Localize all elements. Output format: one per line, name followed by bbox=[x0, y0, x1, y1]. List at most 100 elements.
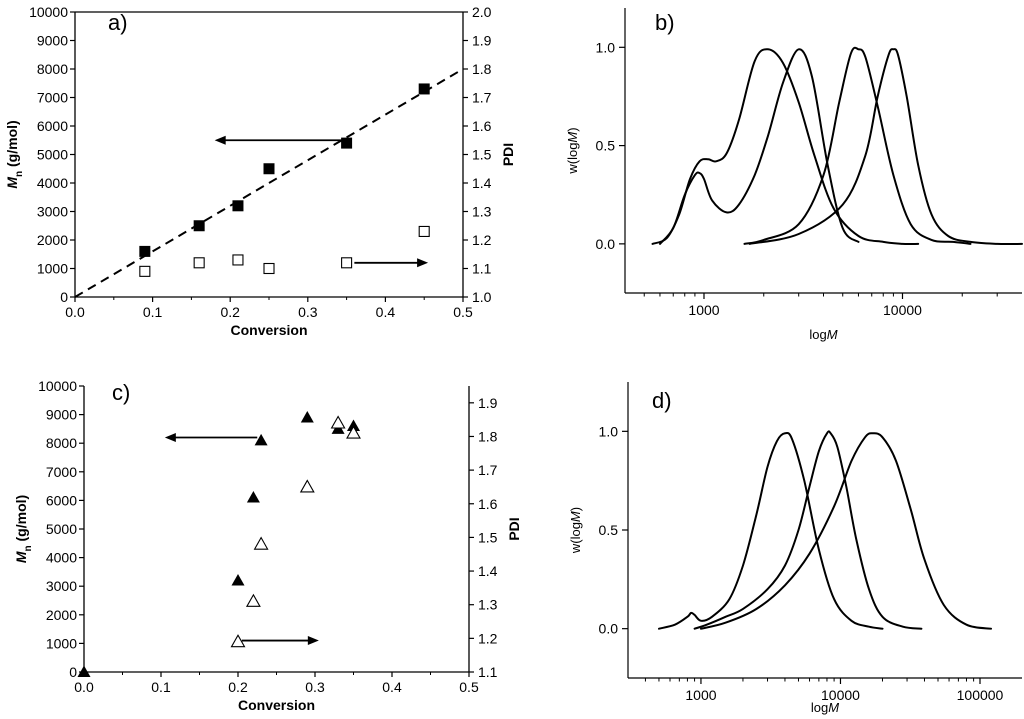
distribution-curve-3 bbox=[743, 46, 972, 245]
panel-label: b) bbox=[655, 10, 675, 35]
panel-b: 1000 10000 0.0 0.5 1.0 logM w(logM) b) bbox=[565, 8, 1023, 342]
y-left-tick-label: 4000 bbox=[46, 550, 77, 566]
data-point-filled-square bbox=[139, 245, 151, 257]
panel-label: c) bbox=[112, 380, 130, 405]
y-right-tick-label: 1.2 bbox=[472, 232, 492, 248]
panel-a: 0.0 0.1 0.2 0.3 0.4 0.5 0 1000 2000 3000 4000 5000 6… bbox=[4, 4, 516, 338]
x-tick-label: 100000 bbox=[957, 687, 1004, 703]
x-tick-label: 0.4 bbox=[376, 304, 396, 320]
data-point-filled-triangle bbox=[231, 573, 245, 586]
y-left-tick-label: 6000 bbox=[37, 118, 68, 134]
data-point-open-triangle bbox=[299, 479, 315, 493]
y-right-tick-label: 1.5 bbox=[472, 147, 492, 163]
y-axis-title: w(logM) bbox=[568, 507, 583, 554]
x-tick-label: 1000 bbox=[685, 687, 716, 703]
x-tick-label: 0.5 bbox=[459, 679, 479, 695]
y-left-tick-label: 2000 bbox=[46, 607, 77, 623]
y-axis-right-title: PDI bbox=[506, 517, 522, 540]
data-point-filled-square bbox=[418, 83, 430, 95]
y-left-tick-label: 10000 bbox=[38, 378, 77, 394]
y-left-tick-label: 7000 bbox=[37, 90, 68, 106]
y-left-tick-label: 5000 bbox=[37, 147, 68, 163]
y-right-tick-label: 1.7 bbox=[472, 90, 492, 106]
y-tick-label: 0.0 bbox=[599, 621, 619, 637]
x-tick-label: 0.5 bbox=[453, 304, 473, 320]
distribution-curve-2 bbox=[693, 430, 923, 630]
y-left-tick-label: 9000 bbox=[46, 407, 77, 423]
y-left-tick-label: 7000 bbox=[46, 464, 77, 480]
x-tick-label: 0.3 bbox=[305, 679, 325, 695]
x-tick-label: 0.2 bbox=[228, 679, 248, 695]
x-tick-label: 0.3 bbox=[298, 304, 318, 320]
y-right-tick-label: 1.8 bbox=[472, 61, 492, 77]
y-right-tick-label: 1.4 bbox=[472, 175, 492, 191]
y-axis-right-title: PDI bbox=[500, 143, 516, 166]
linear-fit-line bbox=[74, 68, 464, 298]
axis-pointer-arrowhead bbox=[417, 258, 429, 268]
data-point-open-square bbox=[341, 257, 353, 269]
x-tick-label: 0.0 bbox=[65, 304, 85, 320]
x-axis-title: logM bbox=[809, 327, 837, 342]
x-axis-title: Conversion bbox=[230, 322, 307, 338]
data-point-open-triangle bbox=[230, 634, 246, 648]
axis-pointer-arrowhead bbox=[307, 636, 319, 646]
panel-label: a) bbox=[108, 10, 128, 35]
x-tick-label: 1000 bbox=[688, 302, 719, 318]
distribution-curve-1 bbox=[658, 431, 884, 630]
x-tick-label: 0.1 bbox=[151, 679, 171, 695]
y-left-tick-label: 5000 bbox=[46, 521, 77, 537]
data-point-filled-square bbox=[193, 220, 205, 232]
x-axis-title: Conversion bbox=[238, 697, 315, 713]
panel-d: 1000 10000 100000 0.0 0.5 1.0 logM w(logM) d) bbox=[568, 382, 1022, 715]
y-right-tick-label: 1.0 bbox=[472, 289, 492, 305]
axis-pointer-arrowhead bbox=[214, 135, 226, 145]
y-tick-label: 0.0 bbox=[596, 236, 616, 252]
y-left-tick-label: 3000 bbox=[46, 578, 77, 594]
y-left-tick-label: 1000 bbox=[46, 635, 77, 651]
data-point-filled-triangle bbox=[77, 665, 91, 677]
data-point-open-square bbox=[418, 225, 430, 237]
data-point-open-square bbox=[263, 262, 275, 275]
x-tick-label: 10000 bbox=[821, 687, 860, 703]
y-left-tick-label: 3000 bbox=[37, 204, 68, 220]
x-tick-label: 10000 bbox=[883, 302, 922, 318]
y-tick-label: 1.0 bbox=[599, 423, 619, 439]
y-right-tick-label: 1.3 bbox=[472, 204, 492, 220]
data-point-filled-triangle bbox=[246, 491, 260, 503]
y-tick-label: 0.5 bbox=[599, 522, 619, 538]
distribution-curve-1 bbox=[659, 48, 860, 245]
y-left-tick-label: 8000 bbox=[46, 435, 77, 451]
y-right-tick-label: 1.8 bbox=[478, 428, 498, 444]
y-left-tick-label: 4000 bbox=[37, 175, 68, 191]
data-point-filled-square bbox=[341, 137, 353, 149]
y-left-tick-label: 2000 bbox=[37, 232, 68, 248]
y-tick-label: 1.0 bbox=[596, 39, 616, 55]
data-point-filled-square bbox=[263, 163, 275, 175]
data-point-open-triangle bbox=[330, 415, 346, 429]
data-point-filled-triangle bbox=[347, 419, 360, 432]
y-left-tick-label: 8000 bbox=[37, 61, 68, 77]
y-right-tick-label: 1.4 bbox=[478, 563, 498, 579]
x-tick-label: 0.1 bbox=[143, 304, 163, 320]
panel-c: 0.0 0.1 0.2 0.3 0.4 0.5 0 1000 2000 3000 4000 5000 6… bbox=[13, 378, 522, 713]
y-right-tick-label: 1.9 bbox=[478, 395, 498, 411]
data-point-open-square bbox=[193, 257, 205, 269]
y-right-tick-label: 1.6 bbox=[478, 496, 498, 512]
y-right-tick-label: 2.0 bbox=[472, 4, 492, 20]
y-right-tick-label: 1.6 bbox=[472, 118, 492, 134]
y-axis-title: w(logM) bbox=[565, 127, 580, 174]
y-left-tick-label: 10000 bbox=[29, 4, 68, 20]
x-tick-label: 0.0 bbox=[74, 679, 94, 695]
data-point-open-triangle bbox=[346, 425, 361, 439]
y-right-tick-label: 1.2 bbox=[478, 630, 498, 646]
axis-pointer-arrowhead bbox=[164, 432, 176, 442]
y-right-tick-label: 1.5 bbox=[478, 529, 498, 545]
y-left-tick-label: 6000 bbox=[46, 492, 77, 508]
y-left-tick-label: 9000 bbox=[37, 33, 68, 49]
data-point-open-triangle bbox=[245, 593, 261, 607]
panel-label: d) bbox=[652, 388, 672, 413]
distribution-curve-2 bbox=[651, 48, 920, 246]
y-right-tick-label: 1.1 bbox=[472, 261, 492, 277]
x-axis-title: logM bbox=[811, 700, 839, 715]
x-tick-label: 0.2 bbox=[220, 304, 240, 320]
